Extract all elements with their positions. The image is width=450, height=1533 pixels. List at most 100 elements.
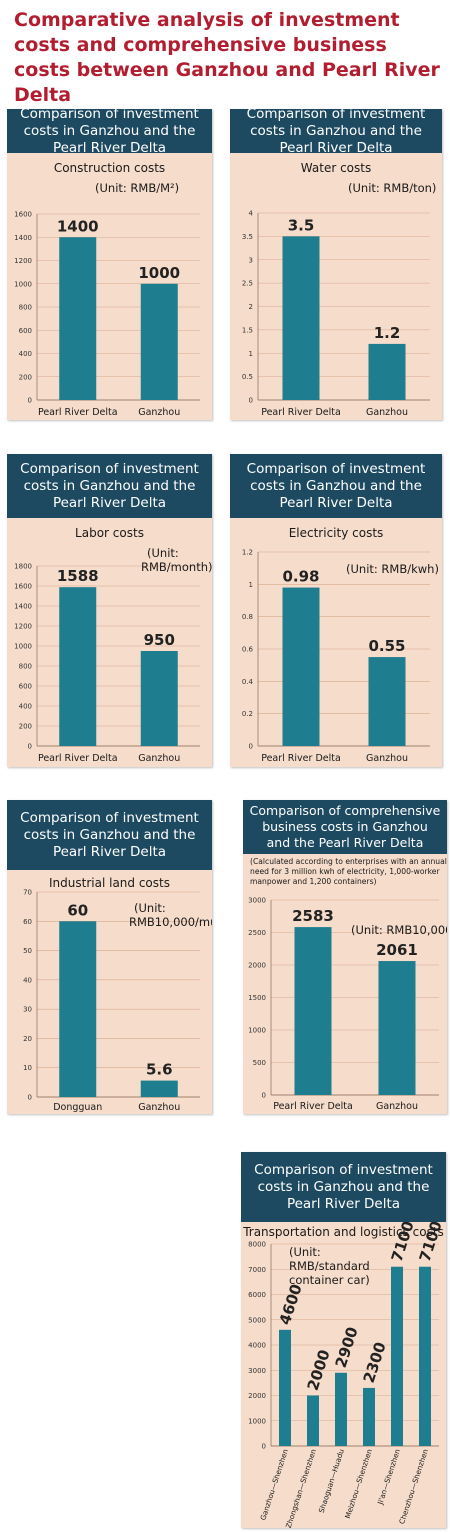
electricity-costs-chart: Electricity costs 0 0.2 0.4 0.6 0.8 1 1.2 (Unit:… (242, 526, 439, 764)
y-tick-label: 800 (19, 663, 32, 671)
data-label: 950 (144, 631, 175, 649)
industrial-land-costs-panel: Comparison of investment costs in Ganzho… (7, 800, 212, 1114)
bar (368, 343, 406, 400)
y-tick-label: 400 (19, 350, 32, 358)
bar (419, 1266, 431, 1446)
category-label: Ganzhou (138, 407, 180, 418)
panel-header: Comparison of investment costs in Ganzho… (7, 454, 212, 518)
chart-note: manpower and 1,200 containers) (250, 877, 377, 886)
y-tick-label: 600 (19, 683, 32, 691)
y-tick-label: 2.5 (242, 280, 253, 288)
y-tick-label: 2000 (248, 962, 266, 970)
business-costs-chart: (Calculated according to enterprises wit… (248, 857, 447, 1112)
data-label: 1588 (57, 567, 99, 585)
y-tick-label: 50 (23, 947, 32, 955)
y-tick-label: 1000 (14, 280, 32, 288)
unit-label: (Unit: (134, 901, 166, 915)
unit-label: (Unit: RMB/ton) (348, 181, 436, 195)
category-label: Ganzhou (366, 753, 408, 764)
water-costs-panel: Comparison of investment costs in Ganzho… (230, 106, 442, 420)
electricity-costs-panel: Comparison of investment costs in Ganzho… (230, 454, 442, 767)
y-tick-label: 0 (262, 1092, 266, 1100)
y-tick-label: 2000 (248, 1392, 266, 1400)
y-tick-label: 4 (249, 210, 254, 218)
data-label: 0.55 (368, 637, 405, 655)
chart-subtitle: Transportation and logistics costs (242, 1225, 444, 1239)
y-tick-label: 1000 (14, 643, 32, 651)
y-tick-label: 1.5 (242, 326, 253, 334)
y-tick-label: 500 (253, 1059, 266, 1067)
panel-header: Comparison of investment costs in Ganzho… (230, 106, 442, 156)
unit-label: container car) (289, 1273, 370, 1287)
y-tick-label: 0 (28, 397, 32, 405)
y-tick-label: 3000 (248, 1367, 266, 1375)
category-label: Pearl River Delta (38, 407, 118, 418)
data-label: 1400 (57, 217, 99, 235)
y-tick-label: 0 (249, 397, 253, 405)
industrial-land-costs-chart: Industrial land costs 0 10 20 30 40 50 60 70 (Uni… (23, 876, 212, 1113)
bar (59, 921, 97, 1097)
y-tick-label: 1400 (14, 234, 32, 242)
unit-label: (Unit: (147, 546, 179, 560)
data-label: 4600 (276, 1282, 306, 1327)
labor-costs-chart: Labor costs 0 200 400 600 800 1000 1200 1400 1600… (14, 526, 212, 764)
bar (391, 1266, 403, 1446)
data-label: 2900 (332, 1325, 362, 1370)
y-tick-label: 1400 (14, 603, 32, 611)
bar (307, 1395, 319, 1446)
construction-costs-chart: Construction costs 0 200 400 600 800 1000 1200 1… (14, 161, 200, 418)
unit-label: (Unit: RMB/M²) (95, 181, 179, 195)
y-tick-label: 5000 (248, 1316, 266, 1324)
y-tick-label: 4000 (248, 1342, 266, 1350)
y-tick-label: 10 (23, 1064, 32, 1072)
y-tick-label: 70 (23, 889, 32, 897)
y-tick-label: 40 (23, 976, 32, 984)
chart-subtitle: Construction costs (54, 161, 165, 175)
chart-subtitle: Labor costs (75, 526, 144, 540)
unit-label: (Unit: (289, 1245, 321, 1259)
category-label: Meizhou—Shenzhen (343, 1448, 374, 1520)
y-tick-label: 1200 (14, 623, 32, 631)
bar (363, 1387, 375, 1446)
chart-subtitle: Industrial land costs (49, 876, 170, 890)
category-label: Pearl River Delta (38, 753, 118, 764)
bar (140, 651, 178, 746)
category-label: Zhongshan—Shenzhen (284, 1448, 318, 1528)
category-label: Pearl River Delta (273, 1101, 353, 1112)
y-tick-label: 0.4 (242, 678, 254, 686)
y-tick-label: 3.5 (242, 233, 253, 241)
y-tick-label: 0.8 (242, 613, 253, 621)
bar (282, 587, 320, 746)
y-tick-label: 1 (249, 581, 253, 589)
y-tick-label: 7000 (248, 1266, 266, 1274)
business-costs-panel: Comparison of comprehensive business cos… (243, 800, 447, 1114)
bar (294, 927, 332, 1095)
y-tick-label: 1200 (14, 257, 32, 265)
data-label: 1.2 (374, 324, 401, 342)
construction-costs-panel: Comparison of investment costs in Ganzho… (7, 106, 212, 420)
transport-costs-chart: Transportation and logistics costs 0 1000 2… (242, 1222, 446, 1528)
y-tick-label: 30 (23, 1006, 32, 1014)
data-label: 3.5 (288, 216, 315, 234)
panel-header: Comparison of investment costs in Ganzho… (7, 106, 212, 156)
y-tick-label: 1 (249, 350, 253, 358)
y-tick-label: 800 (19, 304, 32, 312)
bar (279, 1329, 291, 1446)
y-tick-label: 0 (28, 743, 32, 751)
data-label: 2300 (360, 1340, 390, 1385)
y-tick-label: 3 (249, 256, 253, 264)
unit-label: RMB/standard (289, 1259, 370, 1273)
chart-subtitle: Electricity costs (289, 526, 384, 540)
category-label: Shaoguan—Huadu (317, 1448, 346, 1514)
y-tick-label: 60 (23, 918, 32, 926)
category-label: Ganzhou (138, 753, 180, 764)
y-tick-label: 3000 (248, 897, 266, 905)
category-label: Dongguan (53, 1102, 102, 1113)
category-label: Chenzhou—Shenzhen (397, 1448, 430, 1525)
y-tick-label: 1500 (248, 994, 266, 1002)
transport-costs-panel: Comparison of investment costs in Ganzho… (241, 1152, 446, 1528)
data-label: 60 (67, 901, 88, 919)
y-tick-label: 2500 (248, 929, 266, 937)
category-label: Ganzhou (138, 1102, 180, 1113)
panel-header: Comparison of comprehensive business cos… (243, 800, 447, 854)
